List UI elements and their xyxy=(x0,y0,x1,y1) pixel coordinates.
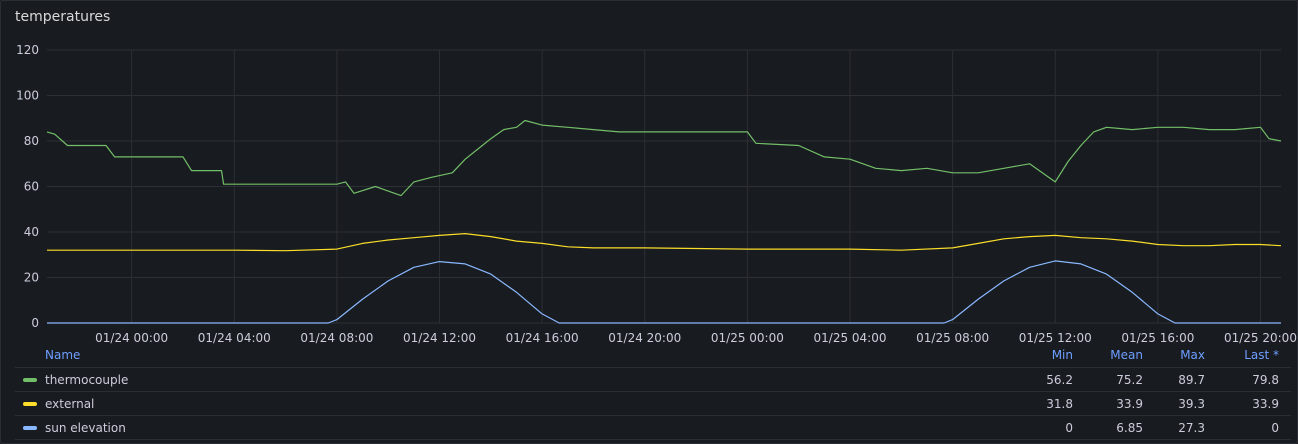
series-min: 31.8 xyxy=(1046,397,1073,411)
y-tick-label: 60 xyxy=(24,180,39,194)
series-name[interactable]: sun elevation xyxy=(45,421,126,435)
legend-header-mean[interactable]: Mean xyxy=(1110,348,1143,362)
series-mean: 33.9 xyxy=(1116,397,1143,411)
legend-header-max[interactable]: Max xyxy=(1180,348,1205,362)
series-color-swatch[interactable] xyxy=(23,378,37,382)
y-tick-label: 80 xyxy=(24,134,39,148)
series-line-thermocouple[interactable] xyxy=(46,119,1282,197)
legend-header-name[interactable]: Name xyxy=(45,348,81,362)
series-color-swatch[interactable] xyxy=(23,426,37,430)
series-last: 33.9 xyxy=(1252,397,1279,411)
series-line-external[interactable] xyxy=(47,233,1282,252)
series-color-swatch[interactable] xyxy=(23,402,37,406)
panel-title[interactable]: temperatures xyxy=(15,9,111,25)
series-mean: 75.2 xyxy=(1116,373,1143,387)
series-name[interactable]: external xyxy=(45,397,95,411)
x-tick-label: 01/25 00:00 xyxy=(711,331,784,345)
x-tick-label: 01/24 16:00 xyxy=(506,331,579,345)
y-tick-label: 40 xyxy=(24,225,39,239)
x-tick-label: 01/24 08:00 xyxy=(300,331,373,345)
series-last: 0 xyxy=(1271,421,1279,435)
series-max: 27.3 xyxy=(1178,421,1205,435)
x-tick-label: 01/24 20:00 xyxy=(608,331,681,345)
series-line-sun-elevation[interactable] xyxy=(47,260,1281,324)
series-min: 56.2 xyxy=(1046,373,1073,387)
legend-header-min[interactable]: Min xyxy=(1051,348,1073,362)
line-chart[interactable]: 0 20 40 60 80 100 120 01/24 00:00 01/24 04:00 01/… xyxy=(1,1,1297,345)
series-last: 79.8 xyxy=(1252,373,1279,387)
series-max: 89.7 xyxy=(1178,373,1205,387)
legend-header: Name Min Mean Max Last * xyxy=(15,345,1291,368)
legend-row-sun-elevation[interactable]: sun elevation 0 6.85 27.3 0 xyxy=(15,416,1291,440)
legend-row-thermocouple[interactable]: thermocouple 56.2 75.2 89.7 79.8 xyxy=(15,368,1291,392)
x-tick-label: 01/24 12:00 xyxy=(403,331,476,345)
series-min: 0 xyxy=(1065,421,1073,435)
y-tick-label: 120 xyxy=(16,43,39,57)
x-tick-label: 01/25 20:00 xyxy=(1224,331,1297,345)
x-tick-label: 01/24 04:00 xyxy=(198,331,271,345)
x-tick-label: 01/25 04:00 xyxy=(814,331,887,345)
y-tick-label: 20 xyxy=(24,271,39,285)
y-tick-label: 100 xyxy=(16,89,39,103)
x-tick-label: 01/25 16:00 xyxy=(1121,331,1194,345)
legend-row-external[interactable]: external 31.8 33.9 39.3 33.9 xyxy=(15,392,1291,416)
legend-table: Name Min Mean Max Last * thermocouple 56… xyxy=(15,345,1291,440)
x-tick-label: 01/25 08:00 xyxy=(916,331,989,345)
series-mean: 6.85 xyxy=(1116,421,1143,435)
y-tick-label: 0 xyxy=(31,316,39,330)
series-name[interactable]: thermocouple xyxy=(45,373,129,387)
legend-header-last[interactable]: Last * xyxy=(1244,348,1279,362)
x-tick-label: 01/25 12:00 xyxy=(1019,331,1092,345)
x-tick-label: 01/24 00:00 xyxy=(95,331,168,345)
series-max: 39.3 xyxy=(1178,397,1205,411)
